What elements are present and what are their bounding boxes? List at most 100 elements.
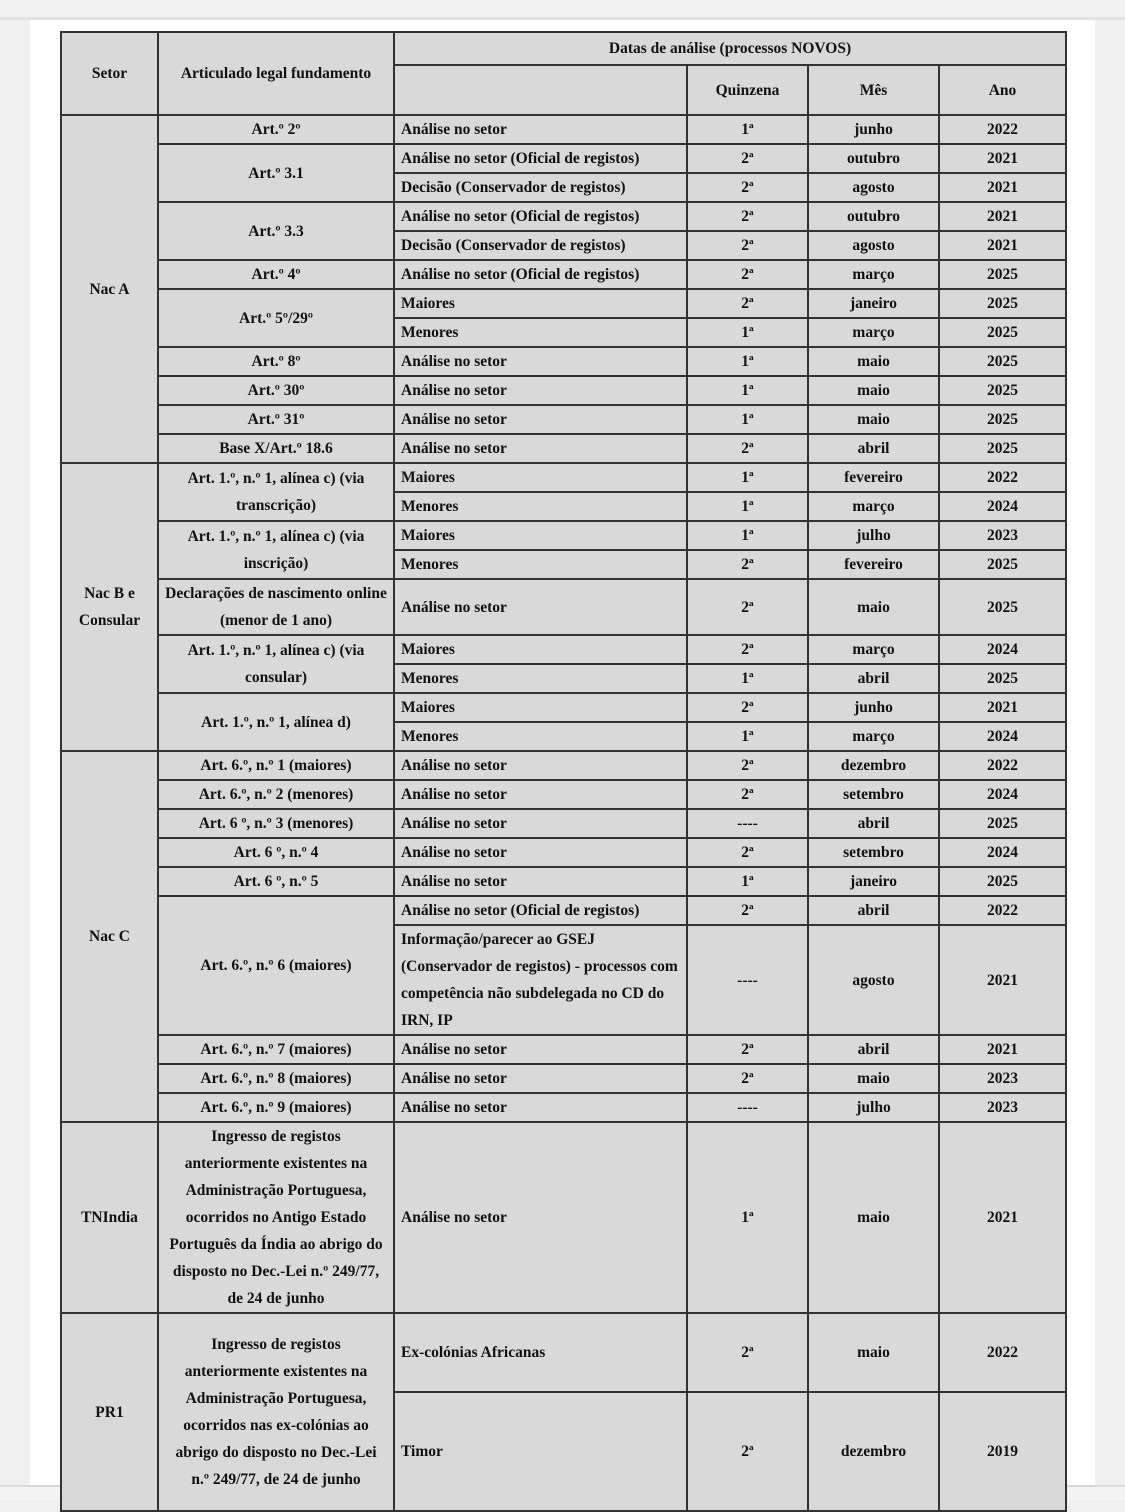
ano-cell: 2024 <box>938 837 1067 868</box>
quinzena-cell: 2ª <box>686 143 809 174</box>
ano-cell: 2021 <box>938 1121 1067 1314</box>
mes-cell: maio <box>807 375 940 406</box>
quinzena-cell: 2ª <box>686 259 809 290</box>
ano-cell: 2021 <box>938 924 1067 1036</box>
description-cell: Análise no setor <box>393 1092 688 1123</box>
quinzena-cell: 1ª <box>686 866 809 897</box>
mes-cell: outubro <box>807 201 940 232</box>
mes-cell: outubro <box>807 143 940 174</box>
table-row: Art. 6.º, n.º 8 (maiores) Análise no seto… <box>61 1063 1067 1094</box>
article-cell: Art. 6.º, n.º 9 (maiores) <box>157 1092 395 1123</box>
top-bar <box>0 0 1125 20</box>
quinzena-cell: 2ª <box>686 433 809 464</box>
quinzena-cell: 2ª <box>686 1391 809 1512</box>
table-row: Art. 6 º, n.º 4 Análise no setor 2ª setembr… <box>61 837 1067 868</box>
description-cell: Análise no setor <box>393 578 688 636</box>
header-description-blank <box>393 64 688 116</box>
quinzena-cell: 2ª <box>686 288 809 319</box>
sector-cell: PR1 <box>60 1312 159 1512</box>
table-row: Art. 6.º, n.º 7 (maiores) Análise no seto… <box>61 1034 1067 1065</box>
article-cell: Art.º 31º <box>157 404 395 435</box>
article-cell: Ingresso de registos anteriormente exist… <box>157 1312 395 1512</box>
mes-cell: abril <box>807 1034 940 1065</box>
ano-cell: 2021 <box>938 1034 1067 1065</box>
table-row: Menores 1ª março 2024 <box>61 491 1067 522</box>
quinzena-cell: 2ª <box>686 692 809 723</box>
description-cell: Análise no setor (Oficial de registos) <box>393 259 688 290</box>
article-cell: Art. 1.º, n.º 1, alínea c) (via transcri… <box>157 462 395 522</box>
ano-cell: 2021 <box>938 230 1067 261</box>
description-cell: Menores <box>393 663 688 694</box>
mes-cell: abril <box>807 663 940 694</box>
description-cell: Menores <box>393 549 688 580</box>
quinzena-cell: 1ª <box>686 404 809 435</box>
analysis-dates-table: Setor Articulado legal fundamento Datas … <box>60 31 1067 1512</box>
mes-cell: fevereiro <box>807 549 940 580</box>
quinzena-cell: 2ª <box>686 172 809 203</box>
ano-cell: 2023 <box>938 1063 1067 1094</box>
mes-cell: setembro <box>807 837 940 868</box>
ano-cell: 2024 <box>938 491 1067 522</box>
quinzena-cell: ---- <box>686 1092 809 1123</box>
ano-cell: 2022 <box>938 1312 1067 1393</box>
quinzena-cell: 1ª <box>686 721 809 752</box>
table-row: Decisão (Conservador de registos) 2ª agost… <box>61 172 1067 203</box>
article-cell: Art.º 30º <box>157 375 395 406</box>
quinzena-cell: 2ª <box>686 201 809 232</box>
quinzena-cell: 1ª <box>686 663 809 694</box>
sector-cell: Nac B e Consular <box>60 462 159 752</box>
ano-cell: 2022 <box>938 750 1067 781</box>
description-cell: Análise no setor <box>393 1034 688 1065</box>
quinzena-cell: 1ª <box>686 491 809 522</box>
mes-cell: janeiro <box>807 866 940 897</box>
mes-cell: junho <box>807 114 940 145</box>
description-cell: Análise no setor <box>393 837 688 868</box>
quinzena-cell: 2ª <box>686 1034 809 1065</box>
description-cell: Análise no setor (Oficial de registos) <box>393 201 688 232</box>
description-cell: Análise no setor <box>393 808 688 839</box>
description-cell: Menores <box>393 721 688 752</box>
quinzena-cell: 2ª <box>686 1063 809 1094</box>
mes-cell: maio <box>807 578 940 636</box>
table-row: Art. 6 º, n.º 3 (menores) Análise no seto… <box>61 808 1067 839</box>
article-cell: Base X/Art.º 18.6 <box>157 433 395 464</box>
description-cell: Maiores <box>393 288 688 319</box>
quinzena-cell: 1ª <box>686 520 809 551</box>
mes-cell: maio <box>807 346 940 377</box>
table-row: Menores 2ª fevereiro 2025 <box>61 549 1067 580</box>
article-cell: Art.º 3.1 <box>157 143 395 203</box>
quinzena-cell: 2ª <box>686 837 809 868</box>
mes-cell: maio <box>807 404 940 435</box>
quinzena-cell: 2ª <box>686 895 809 926</box>
article-cell: Art. 6.º, n.º 8 (maiores) <box>157 1063 395 1094</box>
table-row: Informação/parecer ao GSEJ (Conservador … <box>61 924 1067 1036</box>
ano-cell: 2025 <box>938 663 1067 694</box>
table-row: Art.º 30º Análise no setor 1ª maio 2025 <box>61 375 1067 406</box>
table-row: Timor 2ª dezembro 2019 <box>61 1391 1067 1512</box>
article-cell: Declarações de nascimento online (menor … <box>157 578 395 636</box>
table-row: Art. 6.º, n.º 2 (menores) Análise no seto… <box>61 779 1067 810</box>
article-cell: Art. 1.º, n.º 1, alínea c) (via consular… <box>157 634 395 694</box>
mes-cell: maio <box>807 1312 940 1393</box>
table-row: Nac B e Consular Art. 1.º, n.º 1, alínea … <box>60 462 1067 752</box>
sector-cell: Nac A <box>60 114 159 464</box>
ano-cell: 2025 <box>938 404 1067 435</box>
mes-cell: junho <box>807 692 940 723</box>
description-cell: Menores <box>393 491 688 522</box>
ano-cell: 2025 <box>938 433 1067 464</box>
mes-cell: janeiro <box>807 288 940 319</box>
mes-cell: agosto <box>807 172 940 203</box>
ano-cell: 2021 <box>938 172 1067 203</box>
mes-cell: julho <box>807 1092 940 1123</box>
article-cell: Art. 6.º, n.º 7 (maiores) <box>157 1034 395 1065</box>
ano-cell: 2025 <box>938 808 1067 839</box>
table-row: Art. 6.º, n.º 9 (maiores) Análise no seto… <box>61 1092 1067 1123</box>
table-row: Art.º 3.1 Análise no setor (Oficial de re… <box>61 143 1067 203</box>
quinzena-cell: 2ª <box>686 230 809 261</box>
ano-cell: 2025 <box>938 288 1067 319</box>
quinzena-cell: ---- <box>686 924 809 1036</box>
mes-cell: maio <box>807 1063 940 1094</box>
mes-cell: abril <box>807 433 940 464</box>
mes-cell: agosto <box>807 230 940 261</box>
ano-cell: 2025 <box>938 549 1067 580</box>
